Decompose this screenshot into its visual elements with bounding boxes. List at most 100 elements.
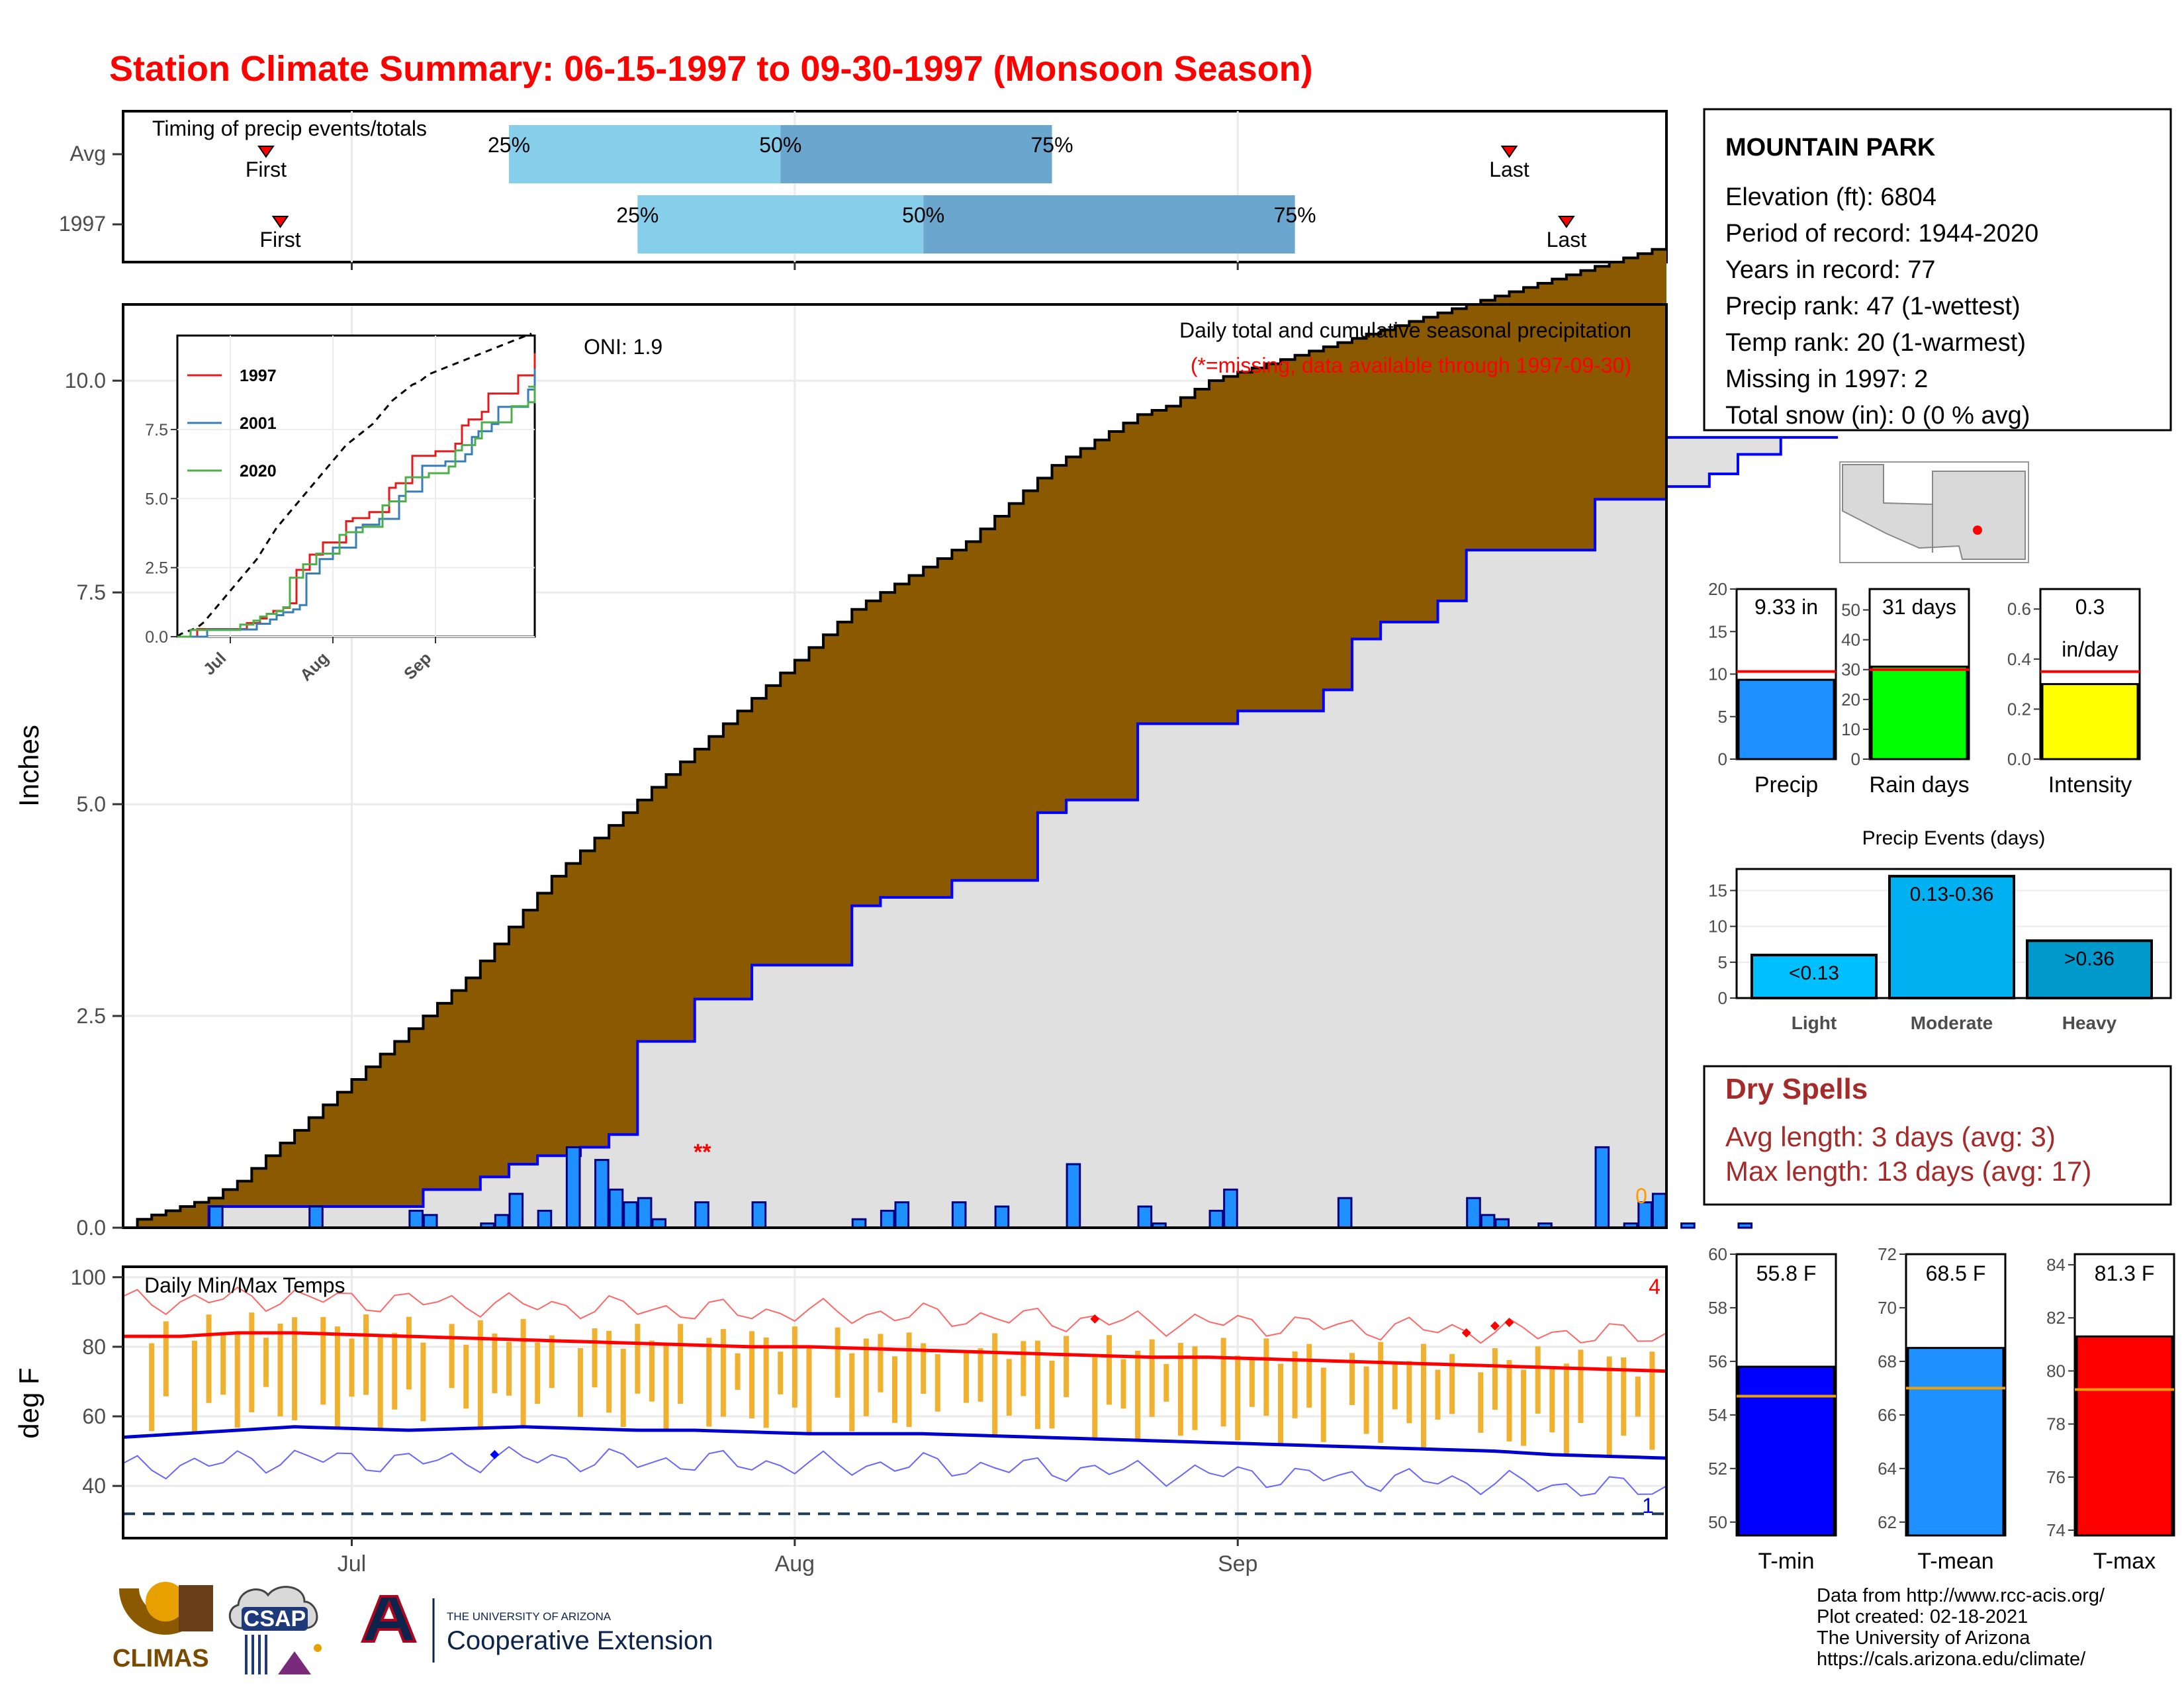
daily-temp-bar	[1649, 1351, 1655, 1450]
daily-precip-bar	[1680, 1222, 1696, 1229]
inset-frame	[176, 334, 536, 638]
daily-precip-bar	[1208, 1209, 1224, 1229]
daily-temp-bar	[163, 1321, 169, 1396]
daily-temp-bar	[663, 1344, 669, 1431]
missing-marker: **	[694, 1140, 711, 1165]
daily-temp-bar	[678, 1324, 684, 1404]
daily-precip-bar	[894, 1201, 910, 1229]
inset-legend-label: 2001	[240, 414, 277, 433]
dry-spells-avg: Avg length: 3 days (avg: 3)	[1725, 1121, 2056, 1152]
events-tick-label: 10	[1708, 917, 1727, 937]
daily-temp-bar	[1135, 1350, 1141, 1440]
events-bar-label: >0.36	[2064, 948, 2115, 970]
mini-chart-name: Intensity	[2048, 772, 2132, 798]
x-tick-label: Aug	[775, 1551, 815, 1577]
daily-precip-bar	[608, 1188, 624, 1229]
temp-bar-t-mean: 62 64 66 68 70 72 68.5 F T-mean	[1878, 1244, 2007, 1574]
temp-panel-label: Daily Min/Max Temps	[144, 1273, 345, 1297]
precip-panel: 0.0 2.5 5.0 7.5 10.0 Inches Daily total and …	[13, 248, 1839, 1240]
events-bar-moderate	[1888, 874, 2015, 1000]
daily-temp-bar	[1563, 1363, 1569, 1455]
record-high-marker	[1090, 1314, 1100, 1324]
daily-precip-bar	[1594, 1146, 1610, 1229]
daily-temp-bar	[963, 1352, 969, 1403]
station-info-line: Temp rank: 20 (1-warmest)	[1725, 329, 2026, 357]
timing-label: Timing of precip events/totals	[152, 116, 427, 140]
daily-temp-bar	[377, 1336, 383, 1428]
timing-label-first: First	[259, 228, 300, 251]
timing-marker-last	[1557, 216, 1575, 228]
timing-label-last: Last	[1547, 228, 1587, 251]
daily-temp-bar	[463, 1344, 469, 1409]
temp-bar-name: T-min	[1758, 1549, 1815, 1574]
precip-ylabel: Inches	[13, 725, 44, 807]
daily-temp-bar	[477, 1320, 483, 1427]
mini-chart-tick-label: 0.2	[2007, 699, 2031, 719]
station-info-box: MOUNTAIN PARK Elevation (ft): 6804 Period…	[1703, 108, 2172, 432]
daily-temp-bar	[249, 1312, 255, 1412]
x-tick-label: Jul	[338, 1551, 366, 1577]
ua-name: THE UNIVERSITY OF ARIZONA	[447, 1610, 612, 1623]
daily-precip-bar	[1137, 1205, 1153, 1229]
daily-temp-bar	[1192, 1346, 1198, 1430]
daily-temp-bar	[992, 1333, 998, 1435]
daily-precip-bar	[565, 1146, 581, 1229]
mini-chart-value-unit: in/day	[2062, 637, 2118, 661]
precip-legend-title: Daily total and cumulative seasonal prec…	[1179, 318, 1631, 342]
temp-bar-tick-label: 52	[1708, 1459, 1727, 1479]
timing-bar-q2	[780, 125, 1052, 183]
mini-chart-value-label: 0.3	[2075, 595, 2105, 619]
temp-bar-tick-label: 50	[1708, 1512, 1727, 1532]
timing-label-last: Last	[1489, 158, 1529, 181]
mini-chart-tick-label: 0.6	[2007, 599, 2031, 619]
events-tick-label: 0	[1718, 988, 1727, 1008]
daily-temp-bar	[549, 1335, 555, 1389]
daily-temp-bar	[149, 1343, 155, 1432]
mini-chart-tick-label: 20	[1841, 690, 1860, 709]
timing-label-50: 50%	[759, 133, 801, 157]
daily-precip-bar	[1223, 1188, 1238, 1229]
temp-bar-tick-label: 70	[1878, 1298, 1897, 1318]
daily-precip-bar	[951, 1201, 967, 1229]
daily-temp-bar	[1549, 1369, 1555, 1433]
daily-temp-bar	[849, 1353, 855, 1432]
dry-spells-box: Dry Spells Avg length: 3 days (avg: 3) M…	[1703, 1065, 2172, 1206]
timing-label-first: First	[246, 158, 287, 181]
daily-temp-bar	[420, 1342, 426, 1422]
mini-chart-tick-label: 10	[1708, 664, 1727, 684]
temp-bar-value-label: 81.3 F	[2095, 1261, 2155, 1285]
daily-precip-bar	[623, 1201, 638, 1229]
record-low-marker	[490, 1449, 500, 1459]
daily-precip-bar	[208, 1205, 224, 1229]
daily-temp-bar	[1092, 1357, 1098, 1438]
mini-chart-tick-label: 30	[1841, 660, 1860, 680]
daily-temp-bar	[1034, 1340, 1040, 1430]
obs-cumulative-line	[123, 435, 1839, 1229]
timing-row-year-label: 1997	[59, 212, 106, 236]
timing-row-avg-label: Avg	[69, 142, 106, 165]
temp-bar-tick-label: 62	[1878, 1512, 1897, 1532]
daily-temp-bar	[1049, 1360, 1055, 1429]
temp-bar-t-max: 74 76 78 80 82 84 81.3 F T-max	[2046, 1253, 2175, 1574]
daily-temp-bar	[1363, 1366, 1369, 1434]
footer-line: Data from http://www.rcc-acis.org/	[1817, 1585, 2105, 1606]
temp-frame	[122, 1265, 1668, 1539]
inset-series-2020	[177, 385, 536, 638]
daily-temp-bar	[1492, 1348, 1498, 1410]
precip-y-tick-label: 5.0	[77, 792, 106, 816]
temp-y-tick-label: 40	[82, 1474, 106, 1498]
mini-chart-tick-label: 40	[1841, 630, 1860, 650]
daily-precip-bar	[1337, 1197, 1353, 1229]
station-info-line: Elevation (ft): 6804	[1725, 183, 1936, 211]
temp-bar-name: T-mean	[1917, 1549, 1993, 1574]
daily-temp-bar	[1006, 1359, 1012, 1416]
daily-temp-bar	[1378, 1342, 1384, 1443]
record-low-line	[122, 1445, 1667, 1497]
daily-temp-bar	[334, 1326, 340, 1428]
daily-temp-bar	[1021, 1341, 1026, 1396]
daily-temp-bar	[191, 1340, 197, 1433]
inset-avg-line	[177, 332, 532, 638]
daily-precip-bar	[308, 1205, 324, 1229]
station-location-marker	[1973, 526, 1982, 535]
